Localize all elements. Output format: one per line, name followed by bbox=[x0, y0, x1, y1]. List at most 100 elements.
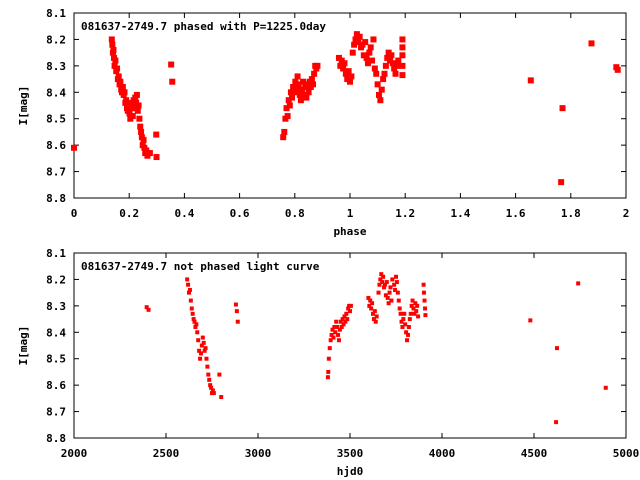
phased-x-tick-label: 0 bbox=[71, 207, 78, 220]
unphased-data-point bbox=[339, 325, 344, 329]
phased-data-point bbox=[305, 89, 312, 96]
unphased-data-point bbox=[192, 319, 197, 324]
unphased-y-tick-label: 8.8 bbox=[46, 432, 66, 445]
unphased-data-point bbox=[403, 322, 408, 327]
unphased-data-point bbox=[217, 372, 222, 377]
unphased-data-point bbox=[206, 372, 211, 377]
unphased-data-point bbox=[405, 332, 410, 337]
phased-data-point bbox=[377, 97, 384, 104]
unphased-data-point bbox=[372, 309, 377, 314]
unphased-data-point bbox=[415, 303, 420, 308]
unphased-data-point bbox=[379, 272, 384, 277]
unphased-data-point bbox=[384, 280, 389, 285]
phased-data-point bbox=[395, 57, 402, 64]
unphased-data-point bbox=[416, 314, 421, 319]
unphased-data-point bbox=[332, 325, 337, 329]
unphased-data-point bbox=[371, 317, 376, 322]
unphased-y-tick-label: 8.6 bbox=[46, 379, 66, 392]
unphased-data-point bbox=[396, 298, 401, 303]
unphased-data-point bbox=[369, 306, 374, 311]
phased-data-point bbox=[347, 78, 353, 85]
phased-data-point bbox=[295, 81, 302, 88]
unphased-data-point bbox=[412, 311, 417, 316]
unphased-data-point bbox=[386, 301, 391, 306]
unphased-data-points bbox=[144, 272, 608, 425]
phased-data-point bbox=[558, 179, 565, 186]
unphased-y-axis-label: I[mag] bbox=[17, 326, 30, 366]
phased-x-tick-label: 0.2 bbox=[119, 207, 139, 220]
unphased-data-point bbox=[196, 338, 201, 343]
unphased-data-point bbox=[407, 317, 412, 322]
unphased-data-point bbox=[335, 325, 340, 329]
unphased-data-point bbox=[370, 301, 375, 306]
unphased-data-point bbox=[343, 319, 348, 324]
unphased-data-point bbox=[405, 338, 410, 343]
phased-data-point bbox=[381, 70, 388, 77]
unphased-y-tick-label: 8.7 bbox=[46, 406, 66, 419]
phased-x-tick-label: 1.4 bbox=[450, 207, 470, 220]
unphased-data-point bbox=[400, 325, 405, 329]
unphased-data-point bbox=[554, 420, 559, 425]
unphased-data-point bbox=[331, 335, 336, 340]
phased-data-point bbox=[356, 33, 363, 40]
unphased-data-point bbox=[346, 306, 351, 311]
unphased-x-axis-label: hjd0 bbox=[337, 465, 364, 478]
unphased-data-point bbox=[397, 306, 402, 311]
phased-y-tick-label: 8.2 bbox=[46, 33, 66, 46]
phased-data-point bbox=[110, 47, 117, 53]
phased-data-point bbox=[399, 44, 406, 51]
phased-data-point bbox=[559, 105, 566, 112]
unphased-data-point bbox=[382, 285, 387, 290]
unphased-data-point bbox=[344, 311, 349, 316]
unphased-data-point bbox=[195, 330, 200, 335]
phased-data-point bbox=[108, 36, 115, 43]
unphased-data-point bbox=[388, 285, 393, 290]
phased-data-point bbox=[293, 86, 300, 93]
phased-data-point bbox=[380, 76, 387, 83]
unphased-data-point bbox=[374, 314, 379, 319]
phased-data-point bbox=[382, 62, 389, 69]
unphased-data-point bbox=[186, 282, 191, 287]
unphased-data-point bbox=[193, 325, 198, 329]
phased-x-tick-label: 0.6 bbox=[230, 207, 250, 220]
unphased-data-point bbox=[576, 281, 581, 286]
unphased-light-curve-panel: 081637-2749.7 not phased light curve hjd… bbox=[17, 247, 639, 478]
phased-data-point bbox=[280, 134, 287, 141]
unphased-data-point bbox=[207, 377, 212, 382]
phased-data-point bbox=[399, 52, 406, 59]
unphased-data-point bbox=[234, 309, 239, 314]
unphased-y-tick-label: 8.3 bbox=[46, 300, 66, 313]
phased-data-point bbox=[300, 78, 307, 85]
phased-data-point bbox=[378, 86, 385, 93]
unphased-data-point bbox=[411, 306, 416, 311]
unphased-x-tick-label: 4000 bbox=[429, 447, 456, 460]
unphased-x-tick-label: 4500 bbox=[521, 447, 548, 460]
phased-x-tick-label: 1.2 bbox=[395, 207, 415, 220]
phased-data-point bbox=[364, 60, 371, 67]
unphased-data-point bbox=[336, 338, 341, 343]
unphased-data-point bbox=[380, 280, 385, 285]
phased-y-tick-label: 8.7 bbox=[46, 166, 66, 179]
unphased-data-point bbox=[144, 305, 149, 310]
phased-data-point bbox=[294, 73, 301, 80]
unphased-data-point bbox=[423, 313, 428, 318]
phased-data-point bbox=[303, 94, 310, 101]
phased-data-point bbox=[371, 65, 378, 72]
phased-data-point bbox=[71, 144, 77, 151]
unphased-data-point bbox=[377, 282, 382, 287]
phased-data-point bbox=[117, 78, 124, 85]
phased-data-point bbox=[314, 62, 321, 69]
unphased-data-point bbox=[211, 391, 216, 396]
phased-data-point bbox=[153, 131, 160, 138]
phased-data-points bbox=[71, 31, 621, 186]
unphased-data-point bbox=[235, 319, 240, 324]
unphased-data-point bbox=[338, 319, 343, 324]
phased-x-tick-label: 0.8 bbox=[285, 207, 305, 220]
unphased-data-point bbox=[334, 319, 339, 324]
phased-data-point bbox=[281, 128, 288, 135]
phased-data-point bbox=[128, 105, 135, 112]
unphased-data-point bbox=[399, 319, 404, 324]
phased-data-point bbox=[137, 123, 144, 130]
unphased-data-point bbox=[413, 301, 418, 306]
phased-data-point bbox=[298, 86, 305, 93]
